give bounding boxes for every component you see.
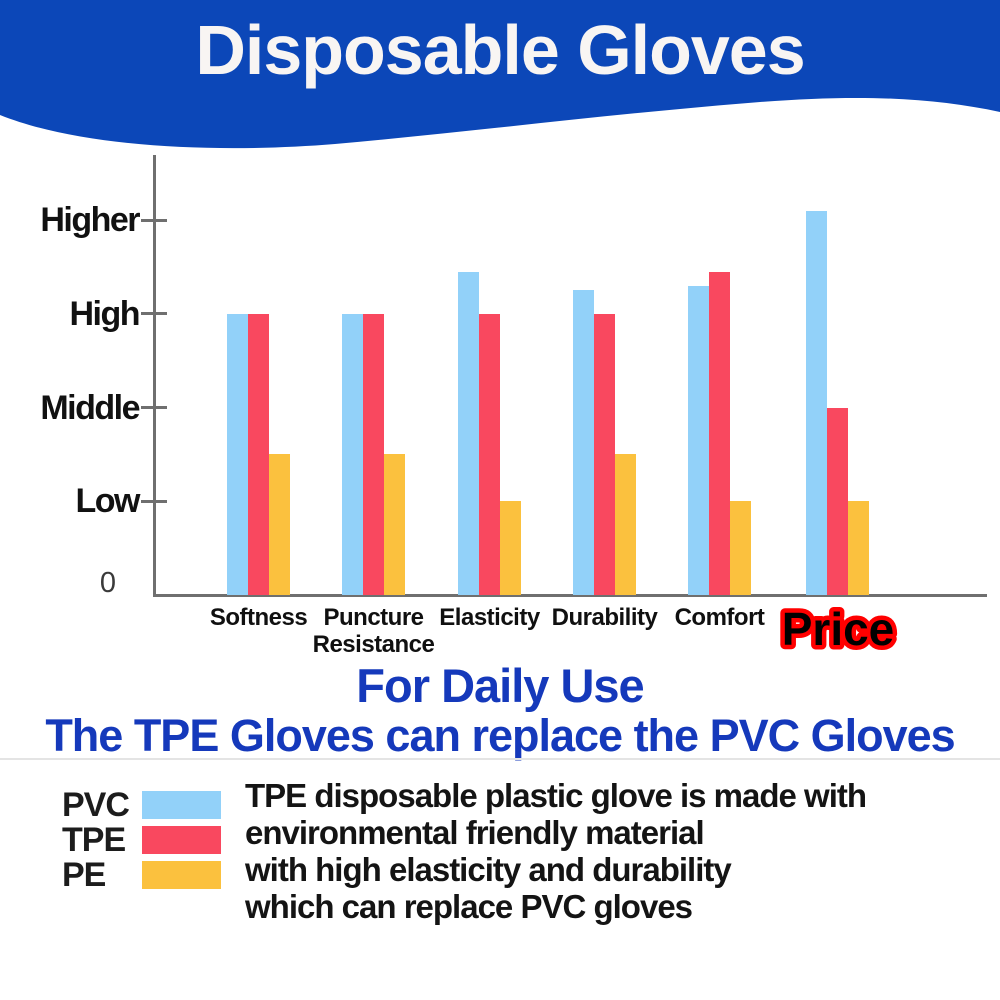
description-line-1: TPE disposable plastic glove is made wit… — [245, 777, 867, 814]
subtitle-for-daily-use: For Daily Use — [356, 659, 644, 712]
legend: PVC TPE PE — [62, 786, 221, 896]
bar-pe-0 — [269, 454, 290, 595]
y-label-low: Low — [75, 482, 141, 521]
bar-pe-1 — [384, 454, 405, 595]
description-line-3: with high elasticity and durability — [245, 851, 732, 888]
x-label-price: Price — [777, 599, 899, 660]
legend-row-pvc: PVC — [62, 786, 221, 824]
legend-row-tpe: TPE — [62, 821, 221, 859]
y-tick-higher — [141, 218, 167, 222]
bar-tpe-0 — [248, 313, 269, 595]
x-label-elasticity: Elasticity — [439, 604, 540, 631]
legend-label-pvc: PVC — [62, 786, 130, 824]
x-label-durability: Durability — [551, 604, 658, 631]
x-label-comfort: Comfort — [674, 604, 765, 631]
bar-tpe-2 — [479, 313, 500, 595]
x-label-puncture-resistance: Puncture Resistance — [312, 604, 435, 658]
bar-tpe-1 — [363, 313, 384, 595]
legend-swatch-pvc — [142, 791, 221, 819]
subtitle-tpe-replace-pvc: The TPE Gloves can replace the PVC Glove… — [45, 710, 955, 761]
y-tick-low — [141, 499, 167, 503]
legend-row-pe: PE — [62, 856, 221, 894]
bar-pe-5 — [848, 501, 869, 595]
bar-tpe-4 — [709, 271, 730, 595]
legend-swatch-pe — [142, 861, 221, 889]
page-title: Disposable Gloves — [195, 11, 805, 89]
y-tick-middle — [141, 406, 167, 409]
legend-label-tpe: TPE — [62, 821, 126, 859]
description-line-4: which can replace PVC gloves — [245, 888, 693, 925]
banner-wave — [0, 0, 1000, 149]
banner: Disposable Gloves — [0, 0, 1000, 170]
bar-pvc-1 — [342, 313, 363, 595]
y-label-higher: Higher — [40, 201, 140, 239]
bar-pvc-2 — [458, 271, 479, 595]
bar-pe-2 — [500, 501, 521, 595]
y-label-zero: 0 — [99, 567, 117, 599]
bar-pvc-0 — [227, 313, 248, 595]
legend-label-pe: PE — [62, 856, 106, 894]
bar-tpe-3 — [594, 313, 615, 595]
bar-pe-4 — [730, 501, 751, 595]
bar-pvc-3 — [573, 290, 594, 595]
y-tick-high — [141, 312, 167, 316]
y-label-middle: Middle — [40, 388, 140, 427]
svg-text:Price: Price — [781, 603, 894, 655]
legend-divider — [0, 758, 1000, 760]
description-line-2: environmental friendly material — [245, 814, 705, 851]
x-label-softness: Softness — [209, 604, 308, 631]
y-axis-line — [153, 155, 156, 596]
bar-pe-3 — [615, 454, 636, 595]
bar-pvc-5 — [806, 210, 827, 595]
y-label-high: High — [69, 294, 140, 333]
x-axis-line — [153, 594, 987, 597]
bar-tpe-5 — [827, 407, 848, 595]
legend-swatch-tpe — [142, 826, 221, 854]
bar-pvc-4 — [688, 285, 709, 595]
description-text: TPE disposable plastic glove is made wit… — [245, 777, 975, 925]
